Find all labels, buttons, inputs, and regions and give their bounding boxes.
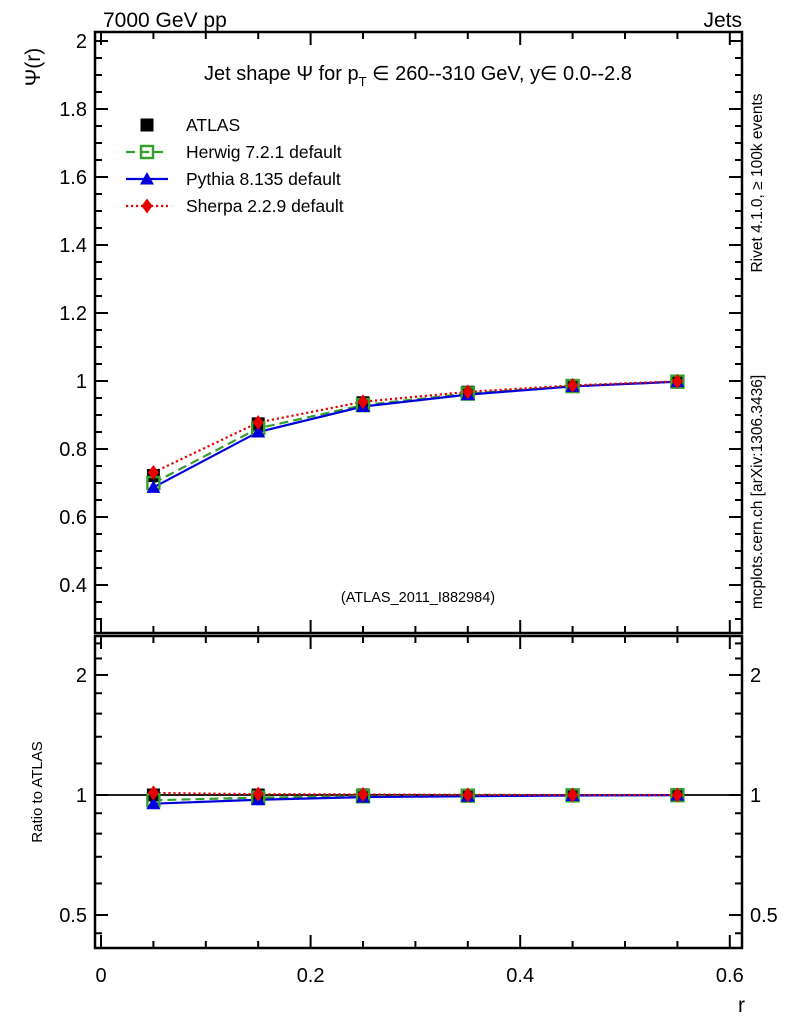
x-tick-label: 0.2: [297, 965, 325, 987]
x-tick-label: 0: [95, 965, 106, 987]
ratio-panel-frame: [93, 634, 744, 950]
legend-label: ATLAS: [186, 115, 240, 135]
x-tick-label: 0.4: [506, 965, 534, 987]
series-marker: [146, 796, 161, 810]
series-marker: [462, 384, 474, 400]
legend-label: Pythia 8.135 default: [186, 169, 341, 189]
y-axis-label: Ψ(r): [22, 48, 45, 87]
series-line: [153, 791, 678, 797]
main-title-suffix: ∈ 260--310 GeV, y∈ 0.0--2.8: [367, 63, 632, 85]
legend: ATLAS Herwig 7.2.1 default Pythia 8.135 de…: [126, 115, 344, 216]
series-marker: [252, 414, 264, 430]
main-y-tick-label: 1.6: [59, 167, 87, 189]
ratio-y-tick-label-right: 0.5: [750, 905, 778, 927]
legend-label: Sherpa 2.2.9 default: [186, 196, 344, 216]
main-y-tick-label: 1.4: [59, 235, 87, 257]
series-lines-main: [152, 380, 678, 489]
series-marker: [357, 394, 369, 410]
x-axis-label: r: [738, 994, 745, 1017]
series-marker: [146, 480, 161, 493]
main-y-tick-label: 2: [76, 31, 87, 53]
main-panel-frame: [93, 30, 744, 635]
series-markers-main: [146, 373, 685, 493]
legend-label: Herwig 7.2.1 default: [186, 142, 342, 162]
main-y-tick-label: 0.4: [59, 575, 87, 597]
series-marker: [462, 787, 474, 803]
axis-tick-labels: 0 0.2 0.4 0.6 2 1.8 1.6 1.4 1.2 1 0.8 0.6 0.4 2 2 1 1 0.5…: [59, 31, 778, 987]
series-marker: [140, 118, 154, 132]
rivet-version-caption: Rivet 4.1.0, ≥ 100k events: [749, 93, 766, 272]
main-y-tick-label: 1.2: [59, 303, 87, 325]
ratio-y-tick-label-right: 2: [750, 665, 761, 687]
main-y-tick-label: 1.8: [59, 99, 87, 121]
series-marker: [139, 144, 155, 160]
series-markers-ratio: [146, 785, 685, 810]
ratio-y-tick-label: 0.5: [59, 905, 87, 927]
series-marker: [251, 425, 266, 438]
main-title-subscript: T: [359, 74, 367, 89]
series-marker: [671, 373, 683, 389]
ratio-y-tick-label: 1: [76, 785, 87, 807]
collision-energy-label: 7000 GeV pp: [103, 9, 227, 32]
series-marker: [671, 787, 683, 803]
watermark-label: (ATLAS_2011_I882984): [341, 590, 495, 606]
series-marker: [252, 786, 264, 802]
main-y-tick-label: 0.8: [59, 439, 87, 461]
x-tick-label: 0.6: [716, 965, 744, 987]
process-label: Jets: [703, 9, 742, 32]
series-marker: [567, 787, 579, 803]
main-y-tick-label: 1: [76, 371, 87, 393]
series-line: [152, 380, 678, 474]
series-marker: [567, 377, 579, 393]
series-marker: [140, 172, 154, 185]
series-marker: [357, 786, 369, 802]
series-marker: [147, 785, 159, 801]
ratio-y-tick-label-right: 1: [750, 785, 761, 807]
ratio-y-tick-label: 2: [76, 665, 87, 687]
main-y-tick-label: 0.6: [59, 507, 87, 529]
main-title: Jet shape Ψ for pT ∈ 260--310 GeV, y∈ 0.…: [204, 63, 632, 89]
series-lines-ratio: [153, 791, 678, 805]
ratio-y-axis-label: Ratio to ATLAS: [29, 741, 46, 842]
main-title-prefix: Jet shape Ψ for p: [204, 63, 359, 85]
series-marker: [141, 198, 153, 214]
mcplots-caption: mcplots.cern.ch [arXiv:1306.3436]: [749, 375, 766, 609]
series-marker: [147, 464, 159, 480]
